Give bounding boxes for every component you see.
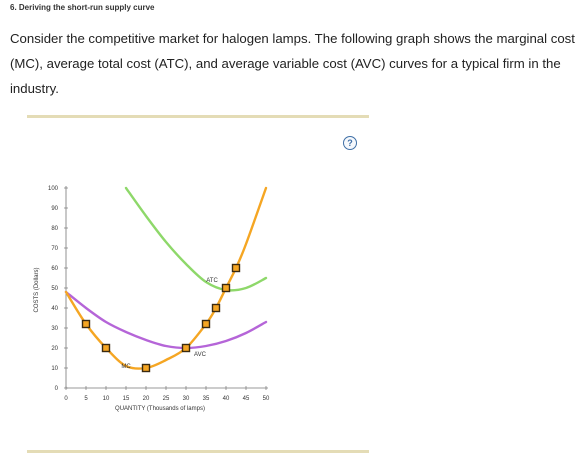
axes-layer: 0 5 10 15 20 25 30 35 40 45 50 0 10 20 30 40 50 60 70 80 90 1…: [34, 186, 270, 412]
question-text: Consider the competitive market for halo…: [10, 31, 575, 96]
x-tick-label: 10: [103, 396, 110, 402]
x-tick-label: 30: [183, 396, 190, 402]
mc-point-marker[interactable]: [141, 363, 151, 373]
x-tick-label: 35: [203, 396, 210, 402]
x-tick-label: 50: [263, 396, 270, 402]
y-tick-label: 50: [51, 286, 58, 292]
label-avc: AVC: [194, 352, 207, 358]
curve-mc: [64, 186, 268, 370]
markers-layer: [81, 263, 241, 373]
x-tick-label: 5: [84, 396, 88, 402]
mc-point-marker[interactable]: [231, 263, 241, 273]
y-tick-label: 90: [51, 206, 58, 212]
y-tick-label: 80: [51, 226, 58, 232]
x-tick-label: 25: [163, 396, 170, 402]
curve-atc: [124, 186, 268, 292]
y-axis-title: COSTS (Dollars): [34, 267, 40, 312]
mc-point-marker[interactable]: [101, 343, 111, 353]
y-tick-label: 0: [55, 386, 59, 392]
x-tick-label: 45: [243, 396, 250, 402]
page-header-title: 6. Deriving the short-run supply curve: [10, 3, 155, 12]
x-tick-label: 0: [64, 396, 68, 402]
labels-layer: AVC ATC MC: [121, 278, 218, 370]
x-axis-title: QUANTITY (Thousands of lamps): [115, 406, 205, 412]
x-tick-label: 20: [143, 396, 150, 402]
mc-point-marker[interactable]: [211, 303, 221, 313]
y-tick-label: 60: [51, 266, 58, 272]
mc-point-marker[interactable]: [181, 343, 191, 353]
y-tick-label: 30: [51, 326, 58, 332]
mc-point-marker[interactable]: [201, 319, 211, 329]
label-mc: MC: [121, 364, 131, 370]
curve-avc: [64, 290, 268, 350]
bottom-divider: [27, 450, 369, 453]
y-tick-label: 100: [48, 186, 59, 192]
top-divider: [27, 115, 369, 118]
x-tick-label: 15: [123, 396, 130, 402]
help-icon[interactable]: ?: [343, 136, 357, 150]
y-tick-label: 10: [51, 366, 58, 372]
curves-layer: [64, 186, 268, 370]
y-tick-label: 70: [51, 246, 58, 252]
label-atc: ATC: [206, 278, 218, 284]
y-tick-label: 20: [51, 346, 58, 352]
x-tick-label: 40: [223, 396, 230, 402]
mc-point-marker[interactable]: [81, 319, 91, 329]
mc-point-marker[interactable]: [221, 283, 231, 293]
y-tick-label: 40: [51, 306, 58, 312]
